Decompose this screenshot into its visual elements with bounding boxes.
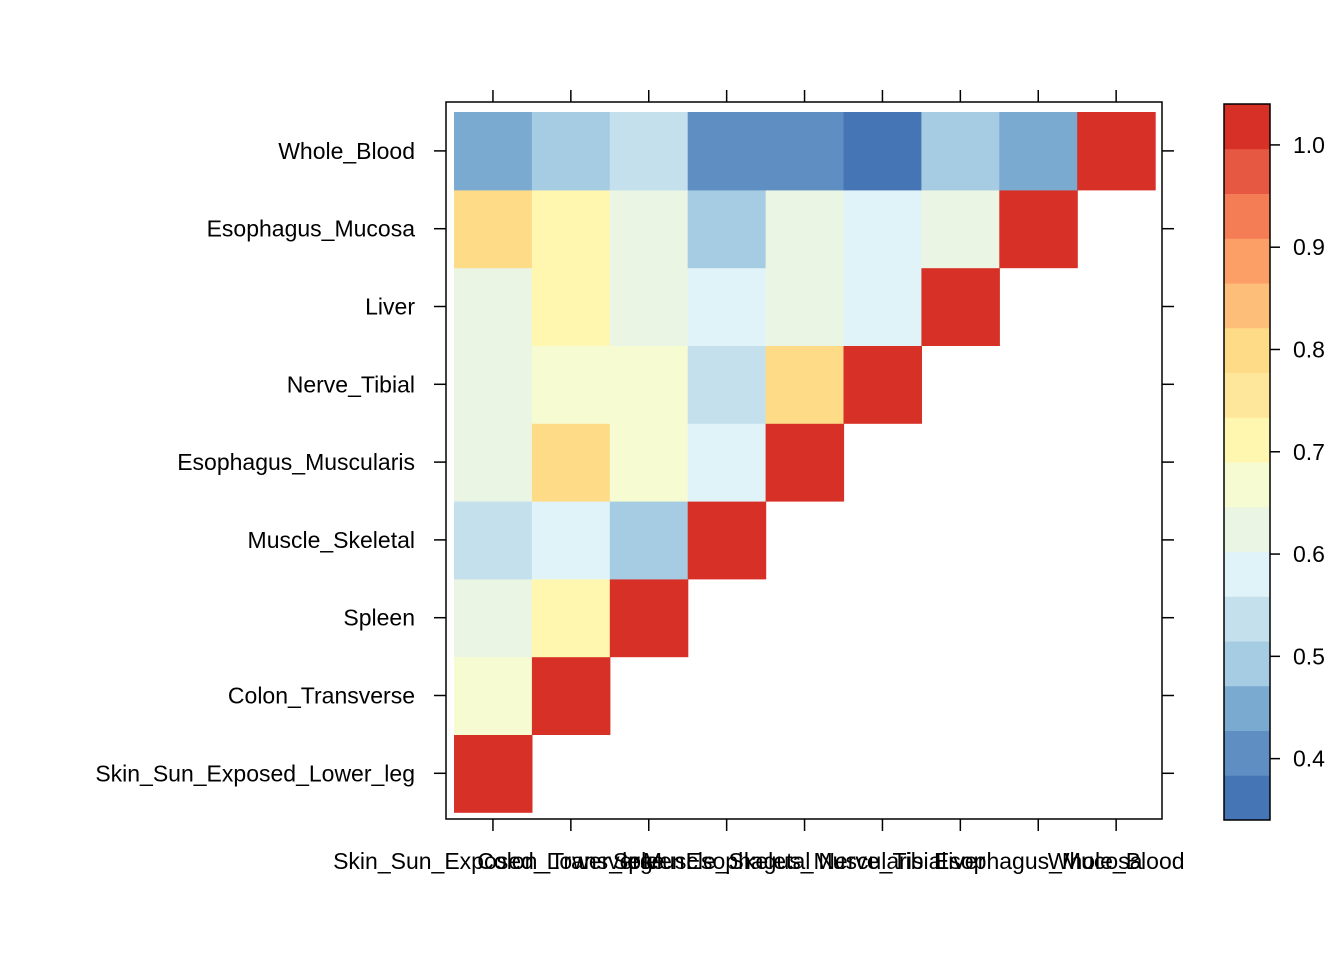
x-tick-label: Muscle_Skeletal (643, 848, 810, 874)
heatmap-cell-Whole_Blood-Esophagus_Mucosa (999, 112, 1078, 191)
colorbar-segment (1224, 148, 1270, 194)
heatmap-cell-Nerve_Tibial-Spleen (609, 345, 689, 424)
heatmap-cell-Spleen-Spleen (609, 578, 689, 658)
heatmap-cell-Liver-Skin_Sun_Exposed_Lower_leg (454, 267, 533, 346)
colorbar-segment (1224, 417, 1270, 463)
heatmap-cell-Liver-Liver (921, 267, 1000, 346)
heatmap-cell-Esophagus_Muscularis-Colon_Transverse (531, 423, 611, 502)
heatmap-cell-Nerve_Tibial-Nerve_Tibial (843, 345, 922, 424)
heatmap-cells (454, 112, 1156, 813)
colorbar-tick-label: 0.6 (1293, 541, 1325, 567)
colorbar-tick-label: 1.0 (1293, 132, 1325, 158)
colorbar-tick-label: 0.9 (1293, 234, 1325, 260)
heatmap-cell-Liver-Spleen (609, 267, 689, 346)
colorbar-segment (1224, 462, 1270, 508)
colorbar-segment (1224, 775, 1270, 821)
heatmap-cell-Liver-Esophagus_Muscularis (765, 267, 845, 346)
y-axis-labels: Skin_Sun_Exposed_Lower_leg Colon_Transver… (95, 138, 415, 786)
heatmap-cell-Esophagus_Muscularis-Skin_Sun_Exposed_Lower_leg (454, 423, 533, 502)
heatmap-cell-Muscle_Skeletal-Spleen (609, 501, 689, 580)
heatmap-cell-Spleen-Colon_Transverse (531, 578, 611, 658)
heatmap-cell-Esophagus_Muscularis-Esophagus_Muscularis (765, 423, 845, 502)
colorbar-ticks: 1.0 0.9 0.8 0.7 0.6 0.5 0.4 (1270, 132, 1325, 772)
y-tick-label: Spleen (343, 605, 415, 631)
y-tick-label: Colon_Transverse (228, 683, 415, 709)
heatmap-cell-Whole_Blood-Nerve_Tibial (843, 112, 922, 191)
x-tick-label: Liver (935, 848, 985, 874)
x-tick-label: Spleen (613, 848, 685, 874)
x-tick-label: Whole_Blood (1048, 848, 1185, 874)
heatmap-cell-Spleen-Skin_Sun_Exposed_Lower_leg (454, 578, 533, 658)
heatmap-cell-Colon_Transverse-Skin_Sun_Exposed_Lower_leg (454, 656, 533, 735)
heatmap-cell-Esophagus_Mucosa-Esophagus_Muscularis (765, 189, 845, 269)
heatmap-cell-Esophagus_Mucosa-Nerve_Tibial (843, 189, 922, 269)
heatmap-cell-Whole_Blood-Muscle_Skeletal (687, 112, 767, 191)
colorbar-tick-label: 0.8 (1293, 336, 1325, 362)
heatmap-cell-Esophagus_Muscularis-Muscle_Skeletal (687, 423, 767, 502)
heatmap-cell-Esophagus_Mucosa-Skin_Sun_Exposed_Lower_leg (454, 189, 533, 269)
colorbar-segment (1224, 104, 1270, 150)
heatmap-cell-Esophagus_Mucosa-Liver (921, 189, 1000, 269)
heatmap-cell-Whole_Blood-Esophagus_Muscularis (765, 112, 845, 191)
heatmap-cell-Skin_Sun_Exposed_Lower_leg-Skin_Sun_Exposed_Lower_leg (454, 734, 533, 813)
colorbar (1224, 104, 1270, 821)
heatmap-cell-Liver-Colon_Transverse (531, 267, 611, 346)
colorbar-segment (1224, 730, 1270, 776)
heatmap-cell-Muscle_Skeletal-Colon_Transverse (531, 501, 611, 580)
heatmap-cell-Esophagus_Mucosa-Esophagus_Mucosa (999, 189, 1078, 269)
colorbar-segment (1224, 327, 1270, 373)
y-tick-label: Esophagus_Mucosa (207, 216, 416, 242)
heatmap-cell-Nerve_Tibial-Skin_Sun_Exposed_Lower_leg (454, 345, 533, 424)
x-tick-label: Esophagus_Mucosa (934, 848, 1143, 874)
x-axis-labels: Skin_Sun_Exposed_Lower_legColon_Transver… (333, 848, 1184, 874)
heatmap-cell-Nerve_Tibial-Colon_Transverse (531, 345, 611, 424)
colorbar-segment (1224, 596, 1270, 642)
heatmap-cell-Esophagus_Mucosa-Colon_Transverse (531, 189, 611, 269)
heatmap-cell-Liver-Muscle_Skeletal (687, 267, 767, 346)
x-tick-label: Nerve_Tibial (818, 848, 946, 874)
colorbar-segment (1224, 238, 1270, 284)
heatmap-cell-Whole_Blood-Spleen (609, 112, 689, 191)
colorbar-segment (1224, 283, 1270, 329)
heatmap-cell-Whole_Blood-Skin_Sun_Exposed_Lower_leg (454, 112, 533, 191)
y-tick-label: Nerve_Tibial (287, 371, 415, 397)
heatmap-cell-Whole_Blood-Liver (921, 112, 1000, 191)
x-tick-label: Colon_Transverse (477, 848, 664, 874)
colorbar-segment (1224, 641, 1270, 687)
heatmap-cell-Esophagus_Muscularis-Spleen (609, 423, 689, 502)
x-tick-label: Esophagus_Muscularis (686, 848, 924, 874)
heatmap-cell-Esophagus_Mucosa-Spleen (609, 189, 689, 269)
colorbar-segment (1224, 685, 1270, 731)
heatmap-cell-Whole_Blood-Colon_Transverse (531, 112, 611, 191)
colorbar-segment (1224, 193, 1270, 239)
heatmap-cell-Colon_Transverse-Colon_Transverse (531, 656, 611, 735)
colorbar-segment (1224, 551, 1270, 597)
colorbar-tick-label: 0.5 (1293, 643, 1325, 669)
y-tick-label: Muscle_Skeletal (248, 527, 415, 553)
y-tick-label: Liver (365, 294, 415, 320)
axis-ticks (434, 90, 1174, 831)
heatmap-cell-Nerve_Tibial-Esophagus_Muscularis (765, 345, 845, 424)
colorbar-tick-label: 0.7 (1293, 439, 1325, 465)
colorbar-segment (1224, 372, 1270, 418)
colorbar-tick-label: 0.4 (1293, 746, 1325, 772)
colorbar-frame (1223, 103, 1271, 821)
y-tick-label: Esophagus_Muscularis (177, 449, 415, 475)
colorbar-segment (1224, 506, 1270, 552)
y-tick-label: Whole_Blood (278, 138, 415, 164)
x-tick-label: Skin_Sun_Exposed_Lower_leg (333, 848, 653, 874)
heatmap-cell-Esophagus_Mucosa-Muscle_Skeletal (687, 189, 767, 269)
heatmap-cell-Whole_Blood-Whole_Blood (1077, 112, 1156, 191)
heatmap-cell-Nerve_Tibial-Muscle_Skeletal (687, 345, 767, 424)
heatmap-cell-Liver-Nerve_Tibial (843, 267, 922, 346)
heatmap-cell-Muscle_Skeletal-Muscle_Skeletal (687, 501, 767, 580)
y-tick-label: Skin_Sun_Exposed_Lower_leg (95, 760, 415, 786)
heatmap-cell-Muscle_Skeletal-Skin_Sun_Exposed_Lower_leg (454, 501, 533, 580)
